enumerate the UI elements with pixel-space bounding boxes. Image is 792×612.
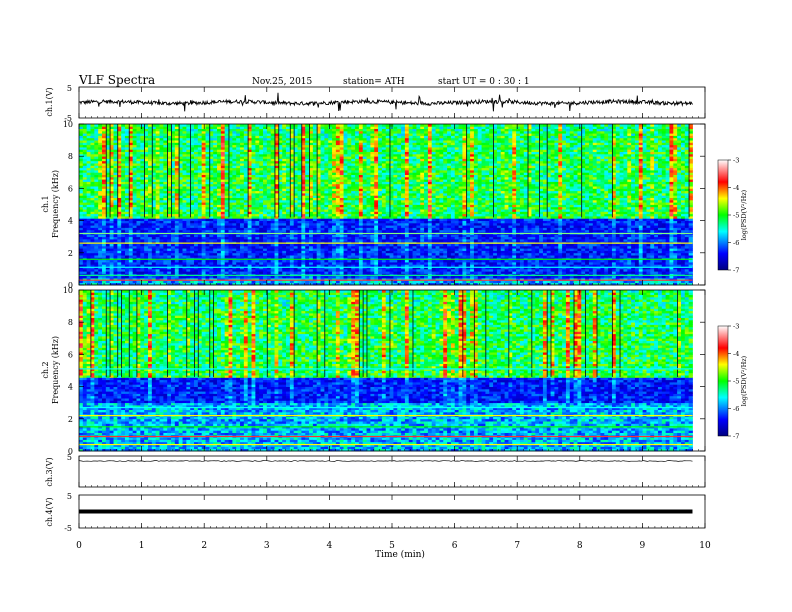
x-tick-label: 2	[201, 541, 207, 551]
ch4-ylabel: ch.4(V)	[45, 497, 54, 526]
colorbar-tick-label: -7	[733, 433, 739, 441]
x-tick-label: 4	[327, 541, 333, 551]
ch1-spectrogram-ylabel-channel: ch.1	[41, 195, 50, 212]
figure-title: VLF Spectra	[78, 73, 155, 87]
ch3-waveform-panel: 5 ch.3(V)	[45, 453, 705, 487]
frequency-tick-label: 10	[63, 120, 73, 129]
vlf-spectra-figure: VLF Spectra Nov.25, 2015 station= ATH st…	[0, 0, 792, 612]
ch3-ylabel: ch.3(V)	[45, 457, 54, 486]
x-tick-label: 8	[577, 541, 583, 551]
frequency-tick-label: 4	[68, 217, 73, 226]
ch1-ylabel: ch.1(V)	[45, 87, 54, 116]
frequency-tick-label: 8	[68, 152, 73, 161]
colorbar-tick-label: -3	[733, 323, 739, 331]
x-tick-label: 1	[139, 541, 145, 551]
ch1-waveform-panel: 5 -5 ch.1(V)	[45, 84, 705, 123]
colorbar-tick-label: -4	[733, 184, 739, 192]
date-label: Nov.25, 2015	[252, 77, 313, 87]
colorbar-tick-label: -7	[733, 267, 739, 275]
frequency-tick-label: 6	[68, 350, 73, 359]
colorbar-tick-label: -3	[733, 157, 739, 165]
frequency-tick-label: 2	[68, 415, 73, 424]
frequency-tick-label: 2	[68, 249, 73, 258]
ch1-ytick-top: 5	[67, 84, 72, 93]
colorbar-tick-label: -4	[733, 350, 739, 358]
colorbar-tick-label: -6	[733, 405, 739, 413]
x-tick-label: 0	[76, 541, 82, 551]
ch4-trace-line	[79, 510, 692, 514]
ch2-spectrogram-image	[79, 290, 693, 451]
ch1-colorbar-label: log(PSD(V²/Hz)	[740, 189, 748, 240]
x-tick-label: 6	[452, 541, 458, 551]
frequency-tick-label: 4	[68, 383, 73, 392]
ch4-ytick-top: 5	[67, 492, 72, 501]
frequency-tick-label: 6	[68, 184, 73, 193]
ch2-colorbar	[718, 326, 728, 436]
ch3-trace-line	[79, 461, 693, 462]
ch1-spectrogram-ylabel-frequency: Frequency (kHz)	[51, 170, 60, 238]
x-tick-label: 10	[699, 541, 711, 551]
station-label: station= ATH	[343, 77, 405, 87]
frequency-tick-label: 8	[68, 318, 73, 327]
ch1-trace-line	[79, 93, 693, 112]
colorbar-tick-label: -5	[733, 378, 739, 386]
x-tick-label: 3	[264, 541, 270, 551]
ch2-colorbar-label: log(PSD(V²/Hz)	[740, 355, 748, 406]
colorbar-tick-label: -6	[733, 239, 739, 247]
ch4-waveform-panel: 5 -5 ch.4(V)	[45, 492, 705, 533]
start-time-label: start UT = 0 : 30 : 1	[438, 77, 530, 87]
ch4-ytick-bottom: -5	[64, 524, 72, 533]
x-tick-label: 7	[514, 541, 520, 551]
ch1-spectrogram-image	[79, 124, 693, 285]
x-axis-label: Time (min)	[375, 549, 425, 560]
ch1-colorbar	[718, 160, 728, 270]
frequency-tick-label: 10	[63, 286, 73, 295]
x-tick-label: 9	[640, 541, 646, 551]
figure-canvas: VLF Spectra Nov.25, 2015 station= ATH st…	[0, 0, 792, 612]
ch2-spectrogram-ylabel-channel: ch.2	[41, 361, 50, 378]
ch2-spectrogram-ylabel-frequency: Frequency (kHz)	[51, 336, 60, 404]
colorbar-tick-label: -5	[733, 212, 739, 220]
ch3-ytick-top: 5	[67, 453, 72, 462]
